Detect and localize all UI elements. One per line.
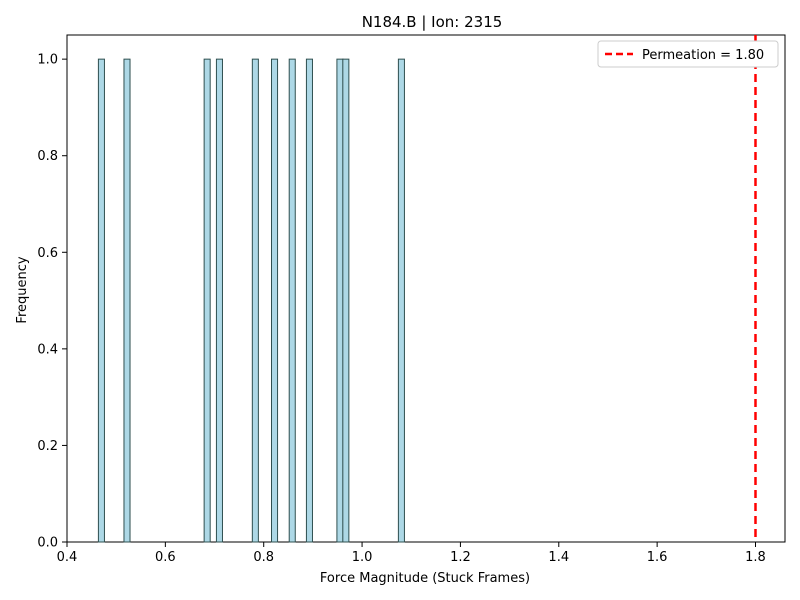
x-axis-title: Force Magnitude (Stuck Frames) — [320, 571, 530, 586]
legend-label: Permeation = 1.80 — [642, 48, 764, 63]
x-tick-label: 1.0 — [352, 550, 373, 565]
y-axis-title: Frequency — [15, 256, 30, 323]
histogram-bar-10 — [342, 58, 350, 543]
plot-area — [66, 34, 786, 543]
y-axis: 0.0 0.2 0.4 0.6 0.8 1.0 — [37, 53, 67, 551]
plot-frame — [66, 34, 786, 543]
x-tick-label: 0.6 — [155, 550, 176, 565]
y-tick-label: 1.0 — [37, 53, 58, 68]
y-tick-label: 0.4 — [37, 342, 58, 357]
x-tick-label: 1.4 — [548, 550, 569, 565]
x-tick-label: 1.6 — [647, 550, 668, 565]
legend: Permeation = 1.80 — [597, 40, 779, 68]
x-axis: 0.4 0.6 0.8 1.0 1.2 1.4 1.6 1.8 — [57, 542, 766, 565]
y-tick-label: 0.8 — [37, 149, 58, 164]
histogram-bar-5 — [251, 58, 259, 543]
histogram-bar-8 — [305, 58, 313, 543]
chart-title: N184.B | Ion: 2315 — [362, 13, 503, 31]
y-tick-label: 0.2 — [37, 439, 58, 454]
histogram-bar-3 — [203, 58, 211, 543]
bars-group — [97, 58, 405, 543]
y-tick-label: 0.0 — [37, 536, 58, 551]
legend-box — [597, 40, 779, 68]
histogram-bar-7 — [288, 58, 296, 543]
histogram-bar-9 — [336, 58, 344, 543]
x-tick-label: 1.2 — [450, 550, 471, 565]
x-tick-label: 0.8 — [253, 550, 274, 565]
histogram-bar-6 — [271, 58, 279, 543]
histogram-bar-4 — [215, 58, 223, 543]
histogram-bar-11 — [397, 58, 405, 543]
histogram-bar-2 — [123, 58, 131, 543]
x-tick-label: 1.8 — [745, 550, 766, 565]
histogram-bar-1 — [97, 58, 105, 543]
y-tick-label: 0.6 — [37, 246, 58, 261]
x-tick-label: 0.4 — [57, 550, 78, 565]
